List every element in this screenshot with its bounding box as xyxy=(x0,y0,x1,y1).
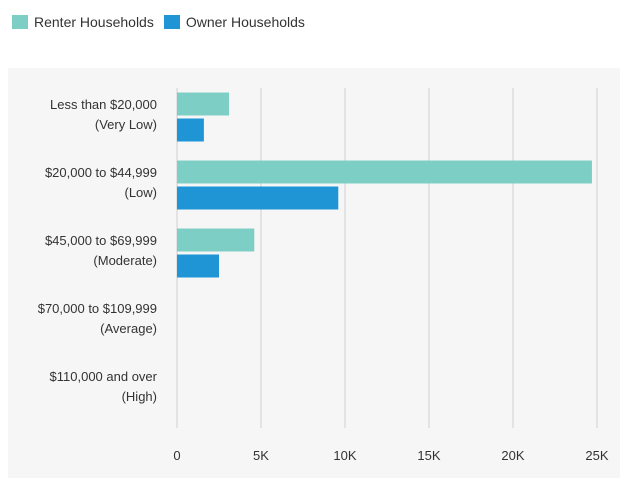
chart-legend: Renter Households Owner Households xyxy=(12,14,315,30)
category-label-4-1: (High) xyxy=(122,389,157,404)
x-tick-label-2: 10K xyxy=(333,448,356,463)
category-label-4-0: $110,000 and over xyxy=(50,369,158,384)
legend-item-renter: Renter Households xyxy=(12,14,154,30)
x-tick-label-5: 25K xyxy=(585,448,608,463)
legend-label-owner: Owner Households xyxy=(185,14,305,30)
bar-renter-1 xyxy=(177,160,592,184)
legend-swatch-owner xyxy=(163,15,180,29)
bar-owner-2 xyxy=(177,254,219,278)
x-tick-label-0: 0 xyxy=(173,448,180,463)
x-tick-label-1: 5K xyxy=(253,448,269,463)
category-label-1-0: $20,000 to $44,999 xyxy=(45,165,157,180)
category-label-2-1: (Moderate) xyxy=(93,253,157,268)
chart-panel: Less than $20,000 (Very Low) $20,000 to $4… xyxy=(8,68,620,478)
legend-swatch-renter xyxy=(12,15,28,29)
category-label-2-0: $45,000 to $69,999 xyxy=(45,233,157,248)
bar-owner-1 xyxy=(177,186,339,210)
top-strip xyxy=(0,0,632,5)
x-tick-label-3: 15K xyxy=(417,448,440,463)
legend-item-owner: Owner Households xyxy=(163,14,305,30)
category-label-3-0: $70,000 to $109,999 xyxy=(38,301,157,316)
bar-renter-0 xyxy=(177,92,230,116)
bar-owner-0 xyxy=(177,118,204,142)
category-label-1-1: (Low) xyxy=(124,185,157,200)
category-label-0-1: (Very Low) xyxy=(95,117,157,132)
category-label-3-1: (Average) xyxy=(100,321,157,336)
x-tick-label-4: 20K xyxy=(501,448,524,463)
bar-renter-2 xyxy=(177,228,255,252)
category-label-0-0: Less than $20,000 xyxy=(50,97,157,112)
bar-chart: Less than $20,000 (Very Low) $20,000 to $4… xyxy=(38,88,609,463)
legend-label-renter: Renter Households xyxy=(34,14,154,30)
